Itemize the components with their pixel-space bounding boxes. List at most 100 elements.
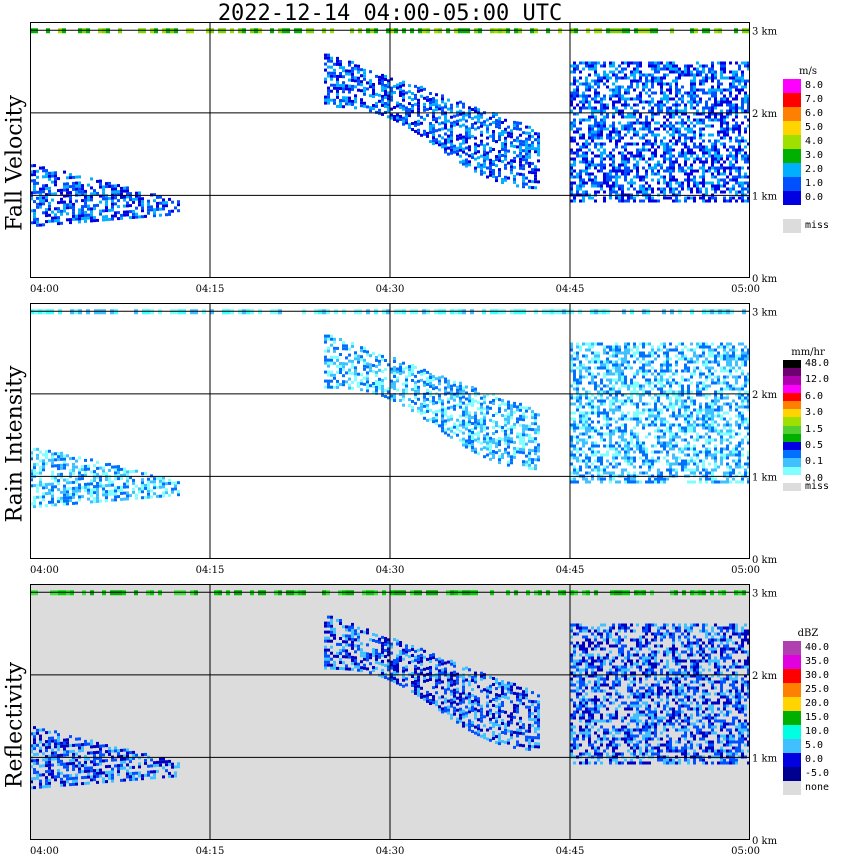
echo-cell	[366, 353, 369, 357]
echo-cell	[669, 465, 672, 469]
echo-cell	[495, 430, 498, 434]
plot-frame	[30, 22, 750, 278]
echo-cell	[420, 402, 423, 406]
echo-cell	[423, 401, 426, 405]
echo-cell	[372, 83, 375, 86]
echo-cell	[702, 79, 705, 83]
echo-cell	[744, 85, 747, 89]
echo-cell	[459, 387, 462, 391]
echo-cell	[648, 393, 651, 397]
echo-cell	[687, 408, 690, 412]
echo-cell	[681, 124, 684, 128]
fall-velocity-label: Fall Velocity	[2, 95, 28, 231]
echo-cell	[627, 121, 630, 125]
echo-cell	[108, 480, 111, 484]
echo-cell	[651, 67, 654, 71]
echo-cell	[519, 133, 522, 137]
echo-cell	[507, 454, 510, 458]
echo-cell	[360, 358, 363, 362]
echo-cell	[474, 426, 477, 430]
echo-cell	[621, 399, 624, 403]
echo-cell	[579, 118, 582, 122]
echo-cell	[30, 457, 33, 461]
echo-cell	[93, 470, 96, 474]
echo-cell	[483, 159, 486, 163]
echo-cell	[600, 133, 603, 137]
echo-cell	[366, 87, 369, 91]
echo-cell	[498, 156, 501, 160]
echo-cell	[717, 100, 720, 104]
echo-cell	[462, 138, 465, 142]
echo-cell	[744, 172, 747, 176]
echo-cell	[609, 399, 612, 403]
echo-cell	[378, 377, 381, 381]
echo-cell	[414, 84, 417, 88]
echo-cell	[573, 79, 576, 83]
echo-cell	[435, 120, 438, 124]
echo-cell	[591, 64, 594, 68]
legend-unit: m/s	[799, 66, 817, 77]
echo-cell	[594, 396, 597, 400]
echo-cell	[690, 91, 693, 95]
echo-cell	[39, 468, 42, 472]
echo-cell	[609, 130, 612, 134]
echo-cell	[660, 429, 663, 433]
echo-cell	[651, 130, 654, 134]
echo-cell	[471, 153, 474, 156]
echo-cell	[576, 438, 579, 442]
echo-cell	[627, 196, 630, 200]
echo-cell	[390, 394, 393, 398]
echo-cell	[672, 160, 675, 164]
echo-cell	[519, 121, 522, 125]
echo-cell	[570, 127, 573, 131]
echo-cell	[654, 480, 657, 484]
echo-cell	[645, 196, 648, 200]
echo-cell	[489, 457, 492, 461]
echo-cell	[381, 94, 384, 98]
echo-cell	[336, 382, 339, 386]
echo-cell	[702, 91, 705, 95]
echo-cell	[336, 77, 339, 81]
echo-cell	[603, 363, 606, 367]
echo-cell	[723, 142, 726, 146]
legend-entry: miss	[783, 219, 833, 233]
echo-cell	[582, 67, 585, 71]
echo-cell	[348, 371, 351, 375]
echo-cell	[576, 381, 579, 385]
echo-cell	[513, 120, 516, 124]
echo-cell	[423, 410, 426, 414]
echo-cell	[168, 212, 171, 216]
echo-cell	[465, 146, 468, 150]
echo-cell	[687, 178, 690, 182]
echo-cell	[57, 473, 60, 477]
echo-cell	[507, 161, 510, 165]
echo-cell	[627, 199, 630, 203]
echo-cell	[747, 79, 750, 83]
echo-cell	[69, 197, 72, 201]
echo-cell	[360, 346, 363, 350]
echo-cell	[393, 396, 396, 399]
echo-cell	[654, 459, 657, 463]
echo-cell	[492, 441, 495, 444]
echo-cell	[576, 357, 579, 361]
echo-cell	[429, 382, 432, 385]
echo-cell	[636, 130, 639, 134]
echo-cell	[681, 468, 684, 472]
echo-cell	[75, 175, 78, 179]
echo-cell	[30, 221, 33, 225]
echo-cell	[642, 408, 645, 412]
echo-cell	[690, 396, 693, 400]
echo-cell	[501, 438, 504, 441]
echo-cell	[327, 53, 330, 57]
echo-cell	[693, 471, 696, 475]
echo-cell	[441, 420, 444, 424]
echo-cell	[630, 97, 633, 101]
echo-cell	[660, 82, 663, 86]
echo-cell	[402, 83, 405, 87]
echo-cell	[651, 411, 654, 415]
echo-cell	[582, 417, 585, 421]
echo-cell	[609, 435, 612, 439]
echo-cell	[708, 67, 711, 71]
echo-cell	[468, 423, 471, 427]
echo-cell	[429, 409, 432, 412]
